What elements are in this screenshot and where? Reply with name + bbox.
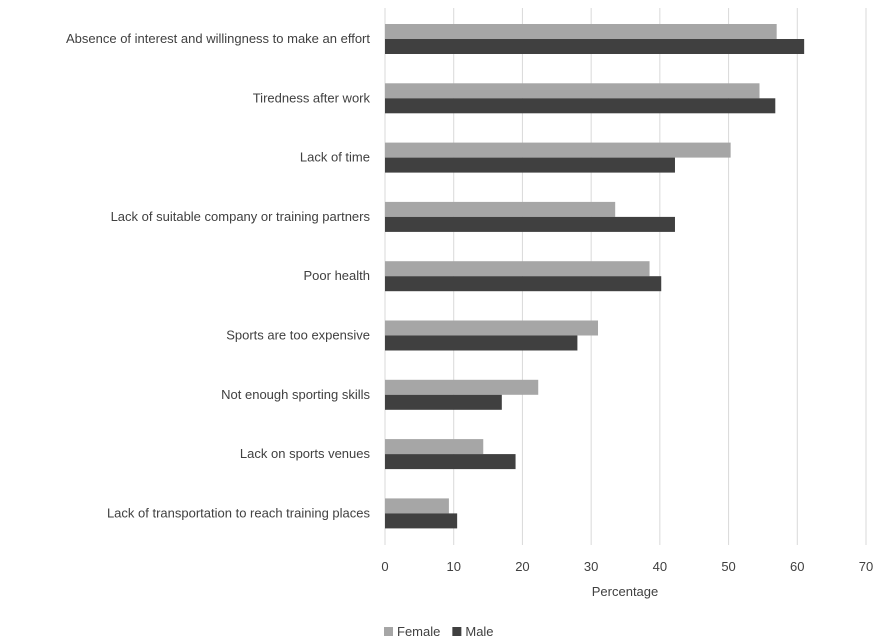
bar-male xyxy=(385,454,516,470)
x-tick-label: 40 xyxy=(653,559,667,574)
bar-male xyxy=(385,39,805,54)
bar-female xyxy=(385,498,449,514)
category-label: Lack of time xyxy=(300,150,370,165)
x-tick-labels: 0 10 20 30 40 50 60 70 xyxy=(381,559,873,574)
bar-female xyxy=(385,142,731,158)
bar-male xyxy=(385,335,578,351)
category-labels: Absence of interest and willingness to m… xyxy=(66,31,370,520)
bar-female xyxy=(385,439,484,455)
category-label: Sports are too expensive xyxy=(226,328,370,343)
x-tick-label: 50 xyxy=(721,559,735,574)
bar-male xyxy=(385,394,502,410)
x-tick-label: 10 xyxy=(446,559,460,574)
x-tick-label: 20 xyxy=(515,559,529,574)
category-label: Poor health xyxy=(304,268,371,283)
x-tick-label: 0 xyxy=(381,559,388,574)
category-label: Not enough sporting skills xyxy=(221,387,370,402)
legend-label-female: Female xyxy=(397,624,440,639)
bar-male xyxy=(385,157,675,173)
category-label: Absence of interest and willingness to m… xyxy=(66,31,370,46)
bar-female xyxy=(385,24,777,39)
bars xyxy=(385,24,805,529)
bar-male xyxy=(385,276,662,292)
bar-female xyxy=(385,320,599,336)
bar-male xyxy=(385,216,675,232)
x-tick-label: 30 xyxy=(584,559,598,574)
x-axis-title: Percentage xyxy=(592,584,659,599)
x-tick-label: 70 xyxy=(859,559,873,574)
bar-female xyxy=(385,201,616,217)
bar-male xyxy=(385,513,458,529)
category-label: Tiredness after work xyxy=(253,90,371,105)
bar-female xyxy=(385,83,760,99)
bar-female xyxy=(385,379,539,395)
legend-swatch-male xyxy=(452,627,462,636)
bar-female xyxy=(385,261,650,277)
x-tick-label: 60 xyxy=(790,559,804,574)
legend-label-male: Male xyxy=(465,624,493,639)
legend-swatch-female xyxy=(384,627,393,636)
category-label: Lack of suitable company or training par… xyxy=(111,209,371,224)
legend: Female Male xyxy=(384,624,494,639)
bar-male xyxy=(385,98,776,114)
category-label: Lack of transportation to reach training… xyxy=(107,505,371,520)
category-label: Lack on sports venues xyxy=(240,446,371,461)
